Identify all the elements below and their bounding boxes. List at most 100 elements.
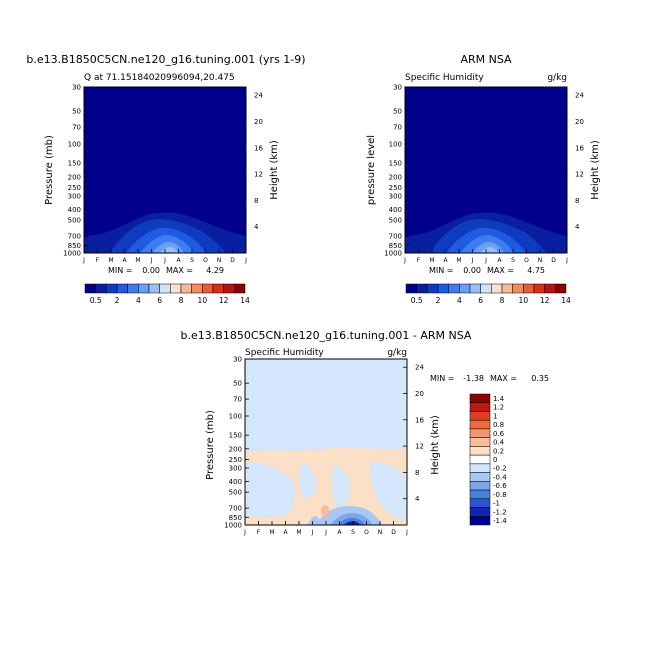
colorbar-label: 0.5 bbox=[411, 296, 423, 305]
y-tick-label: 700 bbox=[389, 233, 402, 241]
y-tick-right-label: 12 bbox=[254, 171, 263, 179]
y-tick-label: 700 bbox=[68, 233, 81, 241]
colorbar-swatch bbox=[448, 283, 460, 294]
colorbar-label: -1 bbox=[493, 500, 500, 508]
y-tick-label: 400 bbox=[229, 478, 242, 486]
y-tick-label: 200 bbox=[68, 173, 81, 181]
y-tick-label: 100 bbox=[389, 140, 402, 148]
panel-obs-min-label: MIN = bbox=[429, 266, 454, 275]
colorbar-swatch bbox=[180, 283, 192, 294]
colorbar-label: 14 bbox=[561, 296, 571, 305]
panel-diff-min-label: MIN = bbox=[430, 374, 455, 383]
colorbar-label: -0.4 bbox=[493, 473, 507, 481]
colorbar-swatch bbox=[459, 283, 471, 294]
panel-obs-min-value: 0.00 bbox=[463, 266, 481, 275]
panel-model-min-value: 0.00 bbox=[142, 266, 160, 275]
panel-obs-max-label: MAX = bbox=[487, 266, 514, 275]
x-tick-label: O bbox=[203, 257, 208, 264]
x-tick-label: D bbox=[230, 257, 235, 264]
x-tick-label: N bbox=[378, 529, 383, 536]
y-tick-label: 500 bbox=[229, 489, 242, 497]
y-tick-label: 50 bbox=[393, 108, 402, 116]
colorbar-swatch bbox=[469, 446, 491, 456]
diff-negative-region-3 bbox=[331, 465, 350, 508]
y-tick-right-label: 24 bbox=[415, 364, 424, 372]
x-tick-label: N bbox=[217, 257, 222, 264]
panel-model-max-value: 4.29 bbox=[206, 266, 224, 275]
colorbar-swatch bbox=[469, 498, 491, 508]
panel-model-left-label: Q at 71.15184020996094,20.475 bbox=[84, 73, 235, 83]
colorbar-swatch bbox=[138, 283, 150, 294]
panel-model-ylabel: Pressure (mb) bbox=[44, 135, 55, 205]
x-tick-label: O bbox=[364, 529, 369, 536]
colorbar-swatch bbox=[223, 283, 235, 294]
panel-obs-right-label: g/kg bbox=[547, 73, 567, 83]
panel-diff-max-value: 0.35 bbox=[531, 374, 549, 383]
y-tick-label: 70 bbox=[72, 124, 81, 132]
x-tick-label: M bbox=[269, 529, 274, 536]
colorbar-label: 0.8 bbox=[493, 421, 504, 429]
colorbar-swatch bbox=[84, 283, 96, 294]
colorbar-label: 0 bbox=[493, 456, 497, 464]
y-tick-label: 1000 bbox=[224, 522, 242, 530]
colorbar-label: 14 bbox=[240, 296, 250, 305]
x-tick-label: S bbox=[190, 257, 194, 264]
y-tick-label: 500 bbox=[389, 217, 402, 225]
panel-obs-ylabel-right: Height (km) bbox=[590, 140, 601, 200]
x-tick-label: F bbox=[417, 257, 421, 264]
diff-negative-region-8 bbox=[344, 521, 360, 525]
panel-model-ylabel-right: Height (km) bbox=[269, 140, 280, 200]
colorbar-swatch bbox=[469, 489, 491, 500]
panel-obs-plot bbox=[405, 87, 567, 253]
colorbar-label: 12 bbox=[540, 296, 550, 305]
colorbar-swatch bbox=[469, 402, 491, 412]
colorbar-label: 6 bbox=[478, 296, 483, 305]
y-tick-label: 150 bbox=[389, 160, 402, 168]
x-tick-label: J bbox=[403, 257, 406, 264]
colorbar-swatch bbox=[469, 437, 491, 447]
y-tick-label: 850 bbox=[389, 242, 402, 250]
diff-negative-region-4 bbox=[370, 462, 407, 520]
x-tick-label: M bbox=[135, 257, 140, 264]
colorbar-swatch bbox=[437, 283, 449, 294]
y-tick-label: 30 bbox=[72, 84, 81, 92]
colorbar-swatch bbox=[469, 516, 491, 526]
y-tick-label: 250 bbox=[229, 456, 242, 464]
colorbar-label: 4 bbox=[457, 296, 462, 305]
colorbar-swatch bbox=[533, 283, 545, 294]
y-tick-right-label: 16 bbox=[254, 144, 263, 152]
humidity-band-6 bbox=[160, 247, 178, 253]
x-tick-label: M bbox=[429, 257, 434, 264]
colorbar-label: 12 bbox=[219, 296, 229, 305]
panel-model-colorbar: 0.5 2 4 6 8 10 12 14 bbox=[84, 283, 250, 305]
panel-diff-left-label: Specific Humidity bbox=[245, 348, 324, 358]
colorbar-label: 1 bbox=[493, 412, 497, 420]
colorbar-label: -0.2 bbox=[493, 465, 507, 473]
panel-diff-max-label: MAX = bbox=[490, 374, 517, 383]
colorbar-label: 0.4 bbox=[493, 439, 505, 447]
colorbar-swatch bbox=[116, 283, 128, 294]
colorbar-swatch bbox=[148, 283, 160, 294]
panel-model-min-label: MIN = bbox=[108, 266, 133, 275]
colorbar-swatch bbox=[469, 393, 491, 403]
panel-diff-plot bbox=[245, 359, 407, 525]
diff-negative-region-2 bbox=[299, 462, 316, 498]
colorbar-swatch bbox=[405, 283, 417, 294]
colorbar-label: 6 bbox=[157, 296, 162, 305]
x-tick-label: J bbox=[82, 257, 85, 264]
y-tick-right-label: 16 bbox=[415, 416, 424, 424]
y-tick-right-label: 12 bbox=[415, 443, 424, 451]
x-tick-label: A bbox=[443, 257, 448, 264]
colorbar-label: 8 bbox=[500, 296, 505, 305]
y-tick-label: 850 bbox=[68, 242, 81, 250]
colorbar-swatch bbox=[544, 283, 556, 294]
x-tick-label: J bbox=[471, 257, 474, 264]
x-tick-label: D bbox=[391, 529, 396, 536]
x-tick-label: J bbox=[243, 529, 246, 536]
colorbar-swatch bbox=[95, 283, 107, 294]
x-tick-label: J bbox=[405, 529, 408, 536]
